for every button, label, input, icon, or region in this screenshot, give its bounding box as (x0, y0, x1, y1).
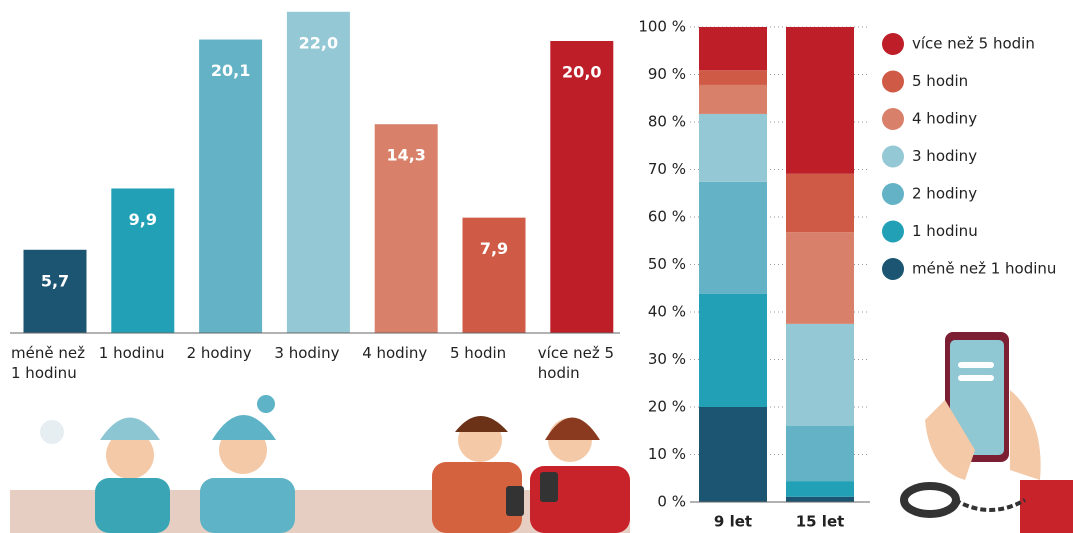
value-label: 14,3 (386, 146, 425, 165)
y-tick-label: 10 % (648, 445, 686, 463)
category-label: 2 hodiny (187, 343, 269, 363)
value-label: 20,0 (562, 63, 601, 82)
legend-swatch (882, 183, 904, 205)
y-tick-label: 70 % (648, 160, 686, 178)
bar-segment (699, 27, 767, 70)
y-tick-label: 30 % (648, 350, 686, 368)
category-label: méně než 1 hodinu (11, 343, 93, 383)
x-tick-label: 15 let (796, 513, 845, 531)
bar (463, 218, 526, 333)
y-tick-label: 80 % (648, 113, 686, 131)
legend-swatch (882, 258, 904, 280)
bar-segment (699, 407, 767, 502)
legend-label: 4 hodiny (912, 110, 977, 128)
chart: 5,7 9,9 20,1 22,0 14,3 7,9 20,0 0 % 10 % 20 % 30 %… (0, 0, 1073, 533)
y-tick-label: 60 % (648, 208, 686, 226)
bar-segment (786, 27, 854, 174)
category-label: 4 hodiny (362, 343, 444, 363)
bar-segment (786, 481, 854, 497)
infographic: 5,7 9,9 20,1 22,0 14,3 7,9 20,0 0 % 10 % 20 % 30 %… (0, 0, 1073, 533)
category-label: více než 5 hodin (538, 343, 620, 383)
bar-segment (786, 324, 854, 426)
bar (199, 40, 262, 333)
y-tick-label: 50 % (648, 255, 686, 273)
value-label: 9,9 (129, 210, 157, 229)
legend-label: 1 hodinu (912, 222, 978, 240)
legend-label: 3 hodiny (912, 147, 977, 165)
value-label: 5,7 (41, 271, 69, 290)
bar-segment (786, 174, 854, 232)
bar-segment (699, 70, 767, 85)
legend-swatch (882, 108, 904, 130)
category-label: 5 hodin (450, 343, 532, 363)
value-label: 7,9 (480, 239, 508, 258)
value-label: 20,1 (211, 61, 250, 80)
bar-segment (786, 497, 854, 502)
y-tick-label: 40 % (648, 303, 686, 321)
bar (24, 250, 87, 333)
legend-label: více než 5 hodin (912, 35, 1035, 53)
legend-label: 2 hodiny (912, 185, 977, 203)
bar-segment (786, 232, 854, 324)
bar-segment (699, 294, 767, 407)
y-tick-label: 100 % (638, 18, 686, 36)
legend-swatch (882, 71, 904, 93)
category-label: 3 hodiny (274, 343, 356, 363)
category-label: 1 hodinu (99, 343, 181, 363)
bar (287, 12, 350, 333)
legend-swatch (882, 146, 904, 168)
value-label: 22,0 (299, 33, 338, 52)
bar-segment (699, 85, 767, 114)
y-tick-label: 0 % (657, 493, 686, 511)
y-tick-label: 20 % (648, 398, 686, 416)
legend-swatch (882, 33, 904, 55)
bar-segment (786, 426, 854, 481)
y-tick-label: 90 % (648, 65, 686, 83)
bar (550, 41, 613, 333)
x-tick-label: 9 let (714, 513, 752, 531)
legend-label: méně než 1 hodinu (912, 260, 1056, 278)
legend-label: 5 hodin (912, 72, 968, 90)
bar-segment (699, 114, 767, 182)
legend-swatch (882, 221, 904, 243)
bar-segment (699, 182, 767, 294)
